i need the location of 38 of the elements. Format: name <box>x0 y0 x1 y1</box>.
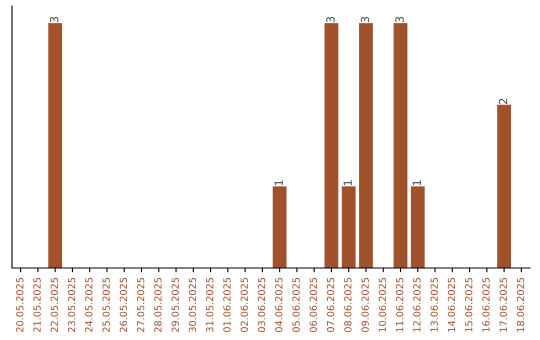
x-tick-label: 24.05.2025 <box>85 278 93 332</box>
x-tick-label: 20.05.2025 <box>16 278 24 332</box>
data-label: 3 <box>395 16 404 22</box>
x-tick-label: 27.05.2025 <box>136 278 144 332</box>
x-tick-label: 03.06.2025 <box>258 278 266 332</box>
x-tick-label: 01.06.2025 <box>223 278 231 332</box>
x-tick-label: 26.05.2025 <box>120 278 128 332</box>
x-tick-label: 18.06.2025 <box>516 278 524 332</box>
x-tick-label: 22.05.2025 <box>50 278 58 332</box>
x-tick-label: 08.06.2025 <box>344 278 352 332</box>
x-tick-label: 04.06.2025 <box>275 278 282 332</box>
data-label: 2 <box>498 98 508 104</box>
data-label: 3 <box>360 16 370 22</box>
x-tick-label: 28.05.2025 <box>154 278 162 332</box>
x-tick-label: 05.06.2025 <box>292 278 300 332</box>
x-tick-label: 25.05.2025 <box>102 278 110 332</box>
x-tick-label: 31.05.2025 <box>206 278 214 332</box>
data-label: 3 <box>50 16 58 22</box>
x-tick-label: 14.06.2025 <box>448 278 456 332</box>
x-tick-label: 21.05.2025 <box>33 278 41 332</box>
x-tick-label: 12.06.2025 <box>413 278 421 332</box>
x-tick-label: 09.06.2025 <box>361 278 369 332</box>
x-tick-label: 13.06.2025 <box>430 278 438 332</box>
data-label: 3 <box>326 16 335 22</box>
x-tick-label: 10.06.2025 <box>378 278 386 332</box>
x-tick-label: 11.06.2025 <box>396 278 404 332</box>
x-tick-label: 30.05.2025 <box>188 278 196 332</box>
data-label: 1 <box>412 180 421 186</box>
x-tick-label: 07.06.2025 <box>326 278 334 332</box>
x-tick-label: 17.06.2025 <box>500 278 507 332</box>
x-tick-label: 02.06.2025 <box>240 278 248 332</box>
data-label: 1 <box>344 180 352 186</box>
data-label: 1 <box>274 180 283 186</box>
x-tick-label: 06.06.2025 <box>310 278 317 332</box>
x-tick-label: 16.06.2025 <box>482 278 490 332</box>
x-tick-label: 29.05.2025 <box>172 278 179 332</box>
x-tick-label: 15.06.2025 <box>465 278 472 332</box>
x-tick-label: 23.05.2025 <box>68 278 76 332</box>
